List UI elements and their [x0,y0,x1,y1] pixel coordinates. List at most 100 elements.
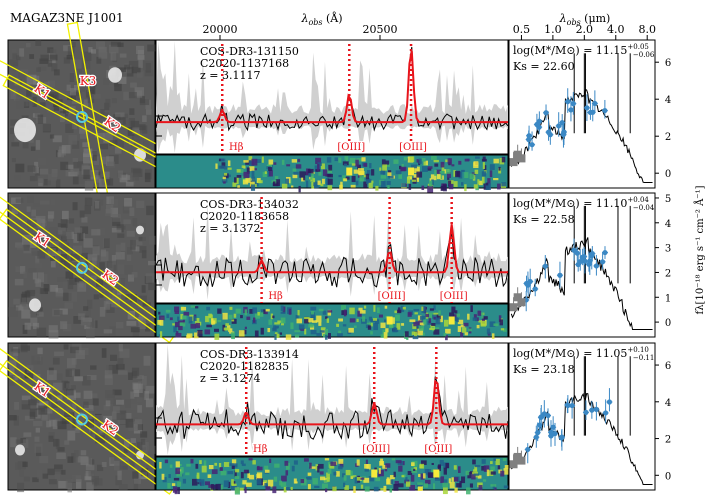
cutout-noise [16,55,21,61]
cutout-noise [91,49,97,54]
cutout-noise [89,85,96,95]
spectrum-2d-pixel [445,328,451,334]
cutout-noise [37,470,43,479]
cutout-noise [62,292,72,301]
spectrum-2d-pixel [268,319,273,325]
spectrum-2d-pixel [223,480,229,488]
cutout-noise [40,54,50,61]
cutout-noise [35,427,41,433]
spectrum-2d-pixel [316,332,322,336]
cutout-noise [142,115,147,123]
spectrum-2d-pixel [326,318,330,323]
cutout-noise [88,469,95,477]
top-sed-ticks: 0.5 1.0 2.0 4.0 8.0 [513,23,656,40]
spectrum-2d-pixel [467,471,472,479]
spectrum-2d-pixel [269,170,273,177]
cutout-noise [104,375,113,385]
spectrum-2d-pixel [363,181,368,188]
target-marker [76,413,88,426]
spectrum-2d-pixel [498,166,501,171]
cutout-noise [105,365,113,374]
spectrum-2d-pixel [343,482,346,488]
spectrum-2d-pixel [455,170,461,178]
cutout-noise [84,181,94,191]
cutout-source [134,148,146,162]
spectrum-2d-pixel [248,156,253,162]
cutout-noise [83,401,89,408]
phot-point [526,133,532,139]
cutout-noise [84,405,94,412]
spectrum-2d-pixel [500,328,505,331]
spectrum-2d-pixel [281,475,287,482]
spectrum-2d-pixel [442,487,448,495]
cutout-noise [133,480,139,490]
spectrum-2d [155,303,509,341]
cutout-noise [103,329,113,334]
cutout-noise [81,164,89,172]
cutout-noise [27,195,35,204]
phot-point [565,402,571,409]
spectrum-2d-pixel [318,321,322,326]
target-id: COS-DR3-134032 [200,198,299,211]
spectrum-2d-pixel [159,461,162,469]
cutout-noise [25,100,34,106]
cutout-noise [47,80,56,88]
cutout-noise [43,233,48,243]
cutout-noise [49,419,57,427]
spectrum-2d-pixel [441,164,445,172]
spectrum-2d-pixel [363,305,367,309]
cutout-noise [137,424,144,431]
cutout-noise [115,112,125,117]
spectrum-2d-pixel [481,465,486,471]
cutout-noise [126,66,134,77]
spectrum-2d-pixel [264,469,270,473]
cutout-noise [34,436,40,442]
spectrum-2d-pixel [345,176,350,180]
cutout-noise [96,199,104,206]
cutout-noise [32,373,41,381]
cutout-noise [143,140,150,149]
spectrum-2d-pixel [173,326,177,333]
cutout-noise [131,367,140,377]
cutout-noise [144,391,150,400]
cutout-noise [30,317,38,327]
cutout-noise [24,370,34,379]
spectrum-2d-pixel [477,482,483,488]
spectrum-2d-pixel [387,172,392,176]
cutout-noise [137,441,143,451]
cutout-noise [146,109,152,115]
cutout-noise [59,255,69,266]
spectrum-2d-pixel [294,330,301,333]
cutout-noise [91,81,97,87]
cutout-noise [65,106,75,114]
spectrum-2d-pixel [195,463,199,469]
target-id: COS-DR3-131150 [200,45,299,58]
spectrum-2d-pixel [436,173,441,180]
cutout-noise [73,85,79,91]
cutout-noise [8,360,17,368]
cutout-noise [101,177,111,186]
cutout-noise [66,218,75,224]
spectrum-2d-pixel [402,306,406,310]
cutout-noise [64,302,74,309]
cutout-noise [118,76,127,85]
spectrum-2d-pixel [205,315,211,323]
spectrum-2d-pixel [356,476,361,481]
cutout-noise [24,415,34,421]
spectrum-2d-pixel [179,322,186,327]
spectrum-2d-pixel [208,318,211,324]
spectrum-2d-pixel [344,485,349,490]
spectrum-2d-pixel [426,469,432,476]
phot-point [587,258,593,264]
spectrum-2d-pixel [218,165,225,169]
cutout-noise [37,272,44,283]
spectrum-2d-pixel [308,323,314,328]
spectrum-2d-pixel [312,320,318,323]
cutout-noise [76,107,86,113]
cutout-noise [142,60,153,71]
spectrum-2d-pixel [326,472,330,480]
cutout-noise [104,370,113,379]
spectrum-2d-pixel [430,156,437,160]
cutout-noise [9,59,19,67]
spectrum-2d-pixel [418,473,421,478]
